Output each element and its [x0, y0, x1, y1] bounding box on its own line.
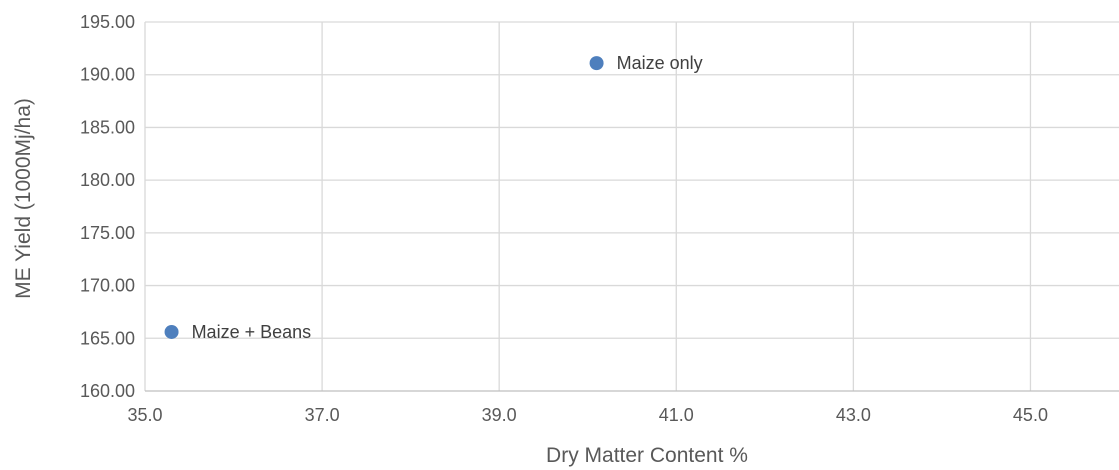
y-tick-label: 175.00 [80, 223, 135, 243]
vertical-gridlines [144, 22, 1032, 391]
data-point [589, 56, 604, 71]
y-tick-label: 195.00 [80, 12, 135, 32]
x-tick-label: 39.0 [482, 405, 517, 425]
y-axis-title: ME Yield (1000Mj/ha) [12, 98, 35, 299]
data-point-label: Maize only [617, 53, 703, 73]
y-tick-label: 185.00 [80, 117, 135, 137]
x-tick-label: 37.0 [305, 405, 340, 425]
x-tick-label: 45.0 [1013, 405, 1048, 425]
y-tick-label: 165.00 [80, 328, 135, 348]
x-axis-title: Dry Matter Content % [546, 444, 748, 467]
data-point [164, 324, 179, 339]
x-tick-label: 41.0 [659, 405, 694, 425]
y-tick-label: 190.00 [80, 65, 135, 85]
x-tick-label: 43.0 [836, 405, 871, 425]
y-tick-label: 160.00 [80, 381, 135, 401]
y-tick-label: 170.00 [80, 276, 135, 296]
data-point-label: Maize + Beans [192, 322, 312, 342]
data-points: Maize only Maize + Beans [164, 53, 703, 342]
y-tick-labels: 160.00 165.00 170.00 175.00 180.00 185.00 190.… [80, 12, 135, 401]
y-tick-label: 180.00 [80, 170, 135, 190]
x-tick-labels: 35.0 37.0 39.0 41.0 43.0 45.0 [127, 405, 1048, 425]
horizontal-gridlines [145, 21, 1119, 339]
x-tick-label: 35.0 [127, 405, 162, 425]
